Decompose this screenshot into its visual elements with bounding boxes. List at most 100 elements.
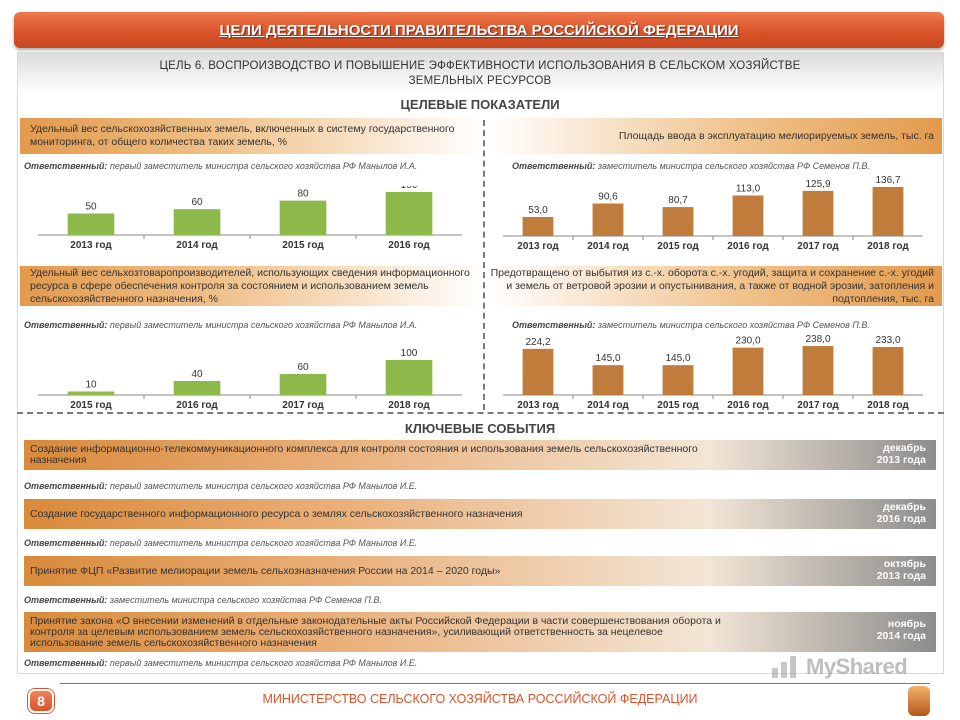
chart-data-label: 60 — [191, 197, 203, 208]
chart-bar — [872, 347, 904, 395]
chart-tick-label: 2017 год — [797, 241, 839, 252]
watermark-logo: MyShared — [770, 652, 908, 682]
event-2-month: декабрь — [883, 501, 926, 513]
chart-tick-label: 2014 год — [587, 400, 629, 411]
event-1-date: декабрь 2013 года — [836, 442, 926, 466]
event-4-year: 2014 года — [876, 630, 926, 642]
indicator-2-title: Площадь ввода в эксплуатацию мелиорируем… — [618, 129, 934, 142]
chart-data-label: 145,0 — [595, 353, 620, 364]
event-1-responsible-person: первый заместитель министра сельского хо… — [109, 481, 418, 491]
responsible-label: Ответственный: — [24, 595, 108, 605]
chart-bar — [802, 346, 834, 395]
indicator-4-title: Предотвращено от выбытия из с.-х. оборот… — [490, 266, 934, 305]
event-4: Принятие закона «О внесении изменений в … — [24, 612, 936, 652]
responsible-label: Ответственный: — [24, 658, 108, 668]
indicator-1-header: Удельный вес сельскохозяйственных земель… — [20, 118, 482, 154]
chart-bar — [67, 213, 115, 235]
targets-section-title: ЦЕЛЕВЫЕ ПОКАЗАТЕЛИ — [400, 97, 560, 112]
watermark-text: MyShared — [806, 654, 908, 679]
chart-data-label: 100 — [401, 348, 418, 359]
chart-tick-label: 2018 год — [388, 400, 430, 411]
indicator-1-responsible-person: первый заместитель министра сельского хо… — [109, 161, 418, 171]
footer-divider — [60, 683, 930, 684]
chart-bar — [173, 381, 221, 395]
event-1: Создание информационно-телекоммуникацион… — [24, 440, 936, 470]
chart-bar — [385, 192, 433, 235]
chart-data-label: 90,6 — [598, 192, 618, 203]
chart-data-label: 10 — [85, 380, 97, 391]
indicator-1-responsible: Ответственный: первый заместитель минист… — [24, 161, 444, 172]
chart-tick-label: 2016 год — [727, 241, 769, 252]
chart-data-label: 238,0 — [805, 334, 830, 345]
event-3-responsible: Ответственный: заместитель министра сель… — [24, 595, 624, 606]
goal-title: ЦЕЛЬ 6. ВОСПРОИЗВОДСТВО И ПОВЫШЕНИЕ ЭФФЕ… — [80, 59, 880, 89]
chart-bar — [385, 360, 433, 395]
chart-tick-label: 2018 год — [867, 241, 909, 252]
chart-data-label: 136,7 — [875, 175, 900, 186]
watermark-icon — [772, 656, 796, 678]
chart-tick-label: 2015 год — [657, 400, 699, 411]
chart-tick-label: 2017 год — [282, 400, 324, 411]
event-1-responsible: Ответственный: первый заместитель минист… — [24, 481, 624, 492]
chart-data-label: 145,0 — [665, 353, 690, 364]
indicator-1-chart: 50 2013 год 60 2014 год 80 2015 год 100 2016 го… — [38, 186, 462, 251]
chart-bar — [592, 365, 624, 395]
event-2: Создание государственного информационног… — [24, 499, 936, 529]
chart-tick-label: 2015 год — [282, 240, 324, 251]
chart-tick-label: 2018 год — [867, 400, 909, 411]
chart-bar — [662, 365, 694, 395]
chart-data-label: 80 — [297, 189, 309, 200]
event-4-responsible-person: первый заместитель министра сельского хо… — [109, 658, 418, 668]
indicator-1-title: Удельный вес сельскохозяйственных земель… — [30, 123, 455, 148]
indicator-4-header: Предотвращено от выбытия из с.-х. оборот… — [490, 266, 942, 306]
event-4-responsible: Ответственный: первый заместитель минист… — [24, 658, 624, 669]
indicator-4-responsible: Ответственный: заместитель министра сель… — [512, 320, 942, 331]
indicator-2-responsible: Ответственный: заместитель министра сель… — [512, 161, 942, 172]
chart-bar — [67, 391, 115, 395]
indicator-4-chart: 224,2 2013 год 145,0 2014 год 145,0 2015 год 2… — [503, 334, 923, 411]
indicator-4-responsible-person: заместитель министра сельского хозяйства… — [597, 320, 870, 330]
chart-tick-label: 2015 год — [657, 241, 699, 252]
chart-data-label: 40 — [191, 369, 203, 380]
responsible-label: Ответственный: — [512, 320, 596, 330]
chart-bar — [522, 217, 554, 236]
event-4-text: Принятие закона «О внесении изменений в … — [30, 614, 721, 649]
indicator-2-responsible-person: заместитель министра сельского хозяйства… — [597, 161, 870, 171]
responsible-label: Ответственный: — [24, 481, 108, 491]
chart-bar — [732, 195, 764, 236]
horizontal-divider — [17, 412, 944, 414]
responsible-label: Ответственный: — [24, 320, 108, 330]
chart-data-label: 233,0 — [875, 335, 900, 346]
chart-data-label: 230,0 — [735, 336, 760, 347]
vertical-divider — [483, 120, 485, 410]
chart-bar — [732, 347, 764, 395]
chart-bar — [279, 200, 327, 235]
page-banner: ЦЕЛИ ДЕЯТЕЛЬНОСТИ ПРАВИТЕЛЬСТВА РОССИЙСК… — [14, 12, 944, 48]
indicator-3-responsible-person: первый заместитель министра сельского хо… — [109, 320, 418, 330]
event-2-year: 2016 года — [876, 513, 926, 525]
ministry-emblem-icon — [908, 686, 930, 716]
indicator-3-responsible: Ответственный: первый заместитель минист… — [24, 320, 444, 331]
event-2-responsible-person: первый заместитель министра сельского хо… — [109, 538, 418, 548]
chart-bar — [872, 187, 904, 236]
indicator-2-header: Площадь ввода в эксплуатацию мелиорируем… — [490, 118, 942, 154]
chart-tick-label: 2013 год — [70, 240, 112, 251]
responsible-label: Ответственный: — [24, 161, 108, 171]
goal-title-line1: ЦЕЛЬ 6. ВОСПРОИЗВОДСТВО И ПОВЫШЕНИЕ ЭФФЕ… — [159, 60, 801, 72]
event-4-month: ноябрь — [887, 618, 926, 630]
chart-data-label: 113,0 — [736, 183, 761, 194]
indicator-3-header: Удельный вес сельхозтоваропроизводителей… — [20, 266, 482, 306]
event-1-month: декабрь — [883, 442, 926, 454]
chart-bar — [279, 374, 327, 395]
event-2-responsible: Ответственный: первый заместитель минист… — [24, 538, 624, 549]
responsible-label: Ответственный: — [512, 161, 596, 171]
chart-bar — [522, 348, 554, 395]
event-2-date: декабрь 2016 года — [836, 501, 926, 525]
chart-data-label: 100 — [401, 186, 418, 191]
chart-tick-label: 2016 год — [176, 400, 218, 411]
page-number-badge: 8 — [28, 689, 54, 713]
event-2-text: Создание государственного информационног… — [30, 507, 523, 520]
indicator-3-chart: 10 2015 год 40 2016 год 60 2017 год 100 2018 го… — [38, 348, 462, 411]
chart-bar — [173, 209, 221, 235]
chart-data-label: 125,9 — [805, 179, 830, 190]
